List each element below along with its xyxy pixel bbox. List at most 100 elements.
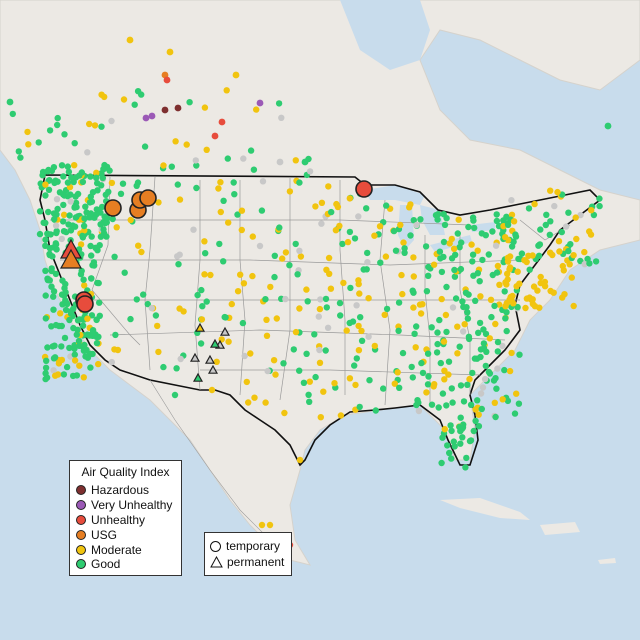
station-dot[interactable] (53, 246, 60, 253)
station-dot[interactable] (71, 162, 78, 169)
station-dot[interactable] (60, 201, 67, 209)
station-dot[interactable] (470, 427, 477, 435)
station-dot[interactable] (501, 288, 508, 295)
station-dot[interactable] (525, 205, 533, 212)
station-dot[interactable] (419, 301, 426, 308)
station-dot[interactable] (48, 267, 55, 275)
station-dot[interactable] (424, 381, 432, 388)
station-dot[interactable] (39, 168, 47, 176)
station-dot[interactable] (391, 380, 398, 387)
station-dot[interactable] (88, 330, 96, 337)
station-dot[interactable] (216, 240, 223, 248)
station-dot[interactable] (24, 128, 31, 136)
station-dot[interactable] (478, 230, 485, 237)
station-dot[interactable] (64, 163, 72, 170)
station-dot[interactable] (35, 139, 42, 146)
station-dot[interactable] (306, 398, 313, 405)
station-dot[interactable] (493, 217, 501, 225)
station-dot[interactable] (551, 202, 558, 210)
station-dot[interactable] (431, 381, 438, 388)
station-dot[interactable] (301, 158, 309, 166)
station-dot[interactable] (459, 298, 466, 305)
station-dot[interactable] (493, 211, 500, 218)
station-dot[interactable] (491, 302, 498, 310)
station-dot[interactable] (489, 271, 496, 279)
station-dot[interactable] (52, 372, 59, 379)
station-dot[interactable] (481, 375, 489, 383)
station-dot[interactable] (322, 295, 330, 303)
station-dot[interactable] (353, 355, 360, 362)
station-dot[interactable] (108, 117, 115, 125)
station-dot[interactable] (173, 365, 180, 372)
station-dot-moderate[interactable] (504, 258, 512, 265)
station-dot[interactable] (448, 255, 456, 262)
station-dot[interactable] (464, 381, 471, 388)
station-dot[interactable] (480, 340, 488, 347)
station-dot[interactable] (62, 299, 70, 306)
station-dot[interactable] (572, 214, 579, 221)
station-dot[interactable] (474, 247, 481, 254)
station-dot[interactable] (60, 371, 68, 378)
station-dot[interactable] (154, 322, 161, 330)
station-dot[interactable] (72, 214, 80, 221)
permanent-monitor-nodata[interactable] (189, 352, 201, 362)
station-dot[interactable] (271, 252, 278, 259)
station-dot[interactable] (296, 179, 303, 186)
station-dot[interactable] (52, 222, 60, 229)
station-dot[interactable] (66, 212, 73, 219)
station-dot[interactable] (296, 247, 303, 254)
station-dot[interactable] (454, 323, 461, 330)
station-dot[interactable] (399, 290, 406, 298)
station-dot[interactable] (449, 304, 457, 311)
station-dot[interactable] (428, 324, 435, 331)
station-dot[interactable] (45, 166, 52, 174)
station-dot[interactable] (543, 211, 550, 218)
station-dot-moderate[interactable] (516, 280, 523, 287)
station-dot[interactable] (97, 221, 104, 228)
station-dot[interactable] (476, 278, 483, 285)
station-dot[interactable] (135, 242, 142, 249)
station-dot[interactable] (193, 162, 200, 169)
station-dot[interactable] (79, 322, 87, 329)
station-dot[interactable] (400, 239, 407, 246)
station-dot[interactable] (382, 253, 390, 260)
station-dot[interactable] (74, 326, 81, 333)
station-dot[interactable] (60, 211, 68, 218)
station-dot[interactable] (358, 327, 365, 335)
station-dot[interactable] (51, 354, 59, 361)
station-dot[interactable] (292, 240, 299, 248)
station-dot[interactable] (443, 402, 450, 409)
station-dot[interactable] (101, 93, 108, 101)
station-dot-moderate[interactable] (536, 304, 543, 311)
station-dot[interactable] (383, 202, 390, 209)
station-dot[interactable] (441, 367, 448, 374)
station-dot[interactable] (199, 303, 206, 310)
station-dot[interactable] (482, 362, 489, 370)
station-dot[interactable] (94, 187, 101, 194)
station-dot[interactable] (472, 297, 479, 304)
station-dot[interactable] (82, 353, 89, 360)
station-dot[interactable] (174, 104, 182, 112)
station-dot[interactable] (413, 323, 420, 330)
station-dot[interactable] (54, 205, 61, 213)
station-dot[interactable] (355, 322, 362, 330)
station-dot[interactable] (67, 191, 74, 198)
station-dot[interactable] (355, 347, 363, 354)
station-dot[interactable] (468, 241, 475, 248)
station-dot[interactable] (459, 424, 467, 431)
station-dot[interactable] (186, 99, 193, 106)
station-dot[interactable] (77, 241, 85, 248)
station-dot[interactable] (437, 359, 444, 367)
station-dot-moderate[interactable] (502, 303, 509, 310)
station-dot[interactable] (457, 265, 465, 273)
station-dot[interactable] (466, 375, 473, 383)
station-dot-moderate[interactable] (549, 251, 556, 259)
station-dot[interactable] (444, 442, 451, 449)
station-dot[interactable] (343, 327, 350, 334)
permanent-monitor-nodata[interactable] (204, 354, 216, 364)
station-dot[interactable] (239, 319, 247, 327)
station-dot[interactable] (88, 233, 95, 240)
permanent-monitor-good[interactable] (192, 372, 204, 382)
station-dot[interactable] (492, 320, 499, 328)
station-dot-moderate[interactable] (529, 300, 537, 308)
